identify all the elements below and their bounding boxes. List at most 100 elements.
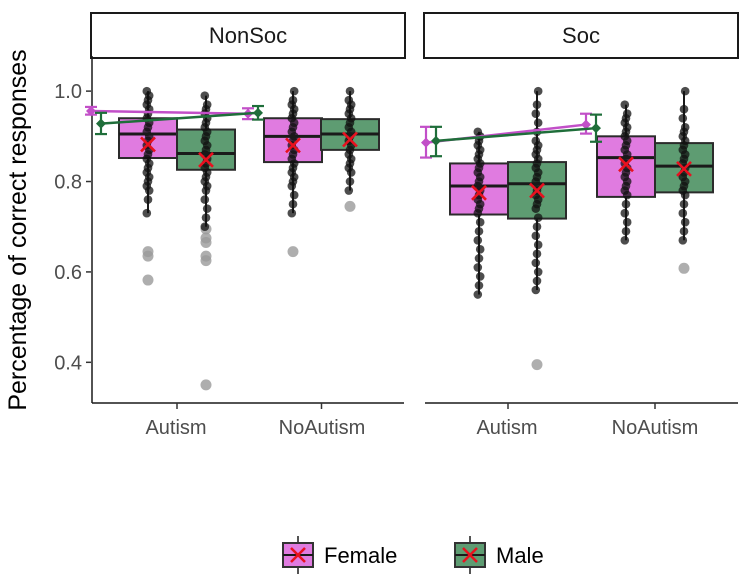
y-tick-label: 1.0 bbox=[54, 81, 82, 103]
mean-marker bbox=[676, 160, 692, 177]
data-point bbox=[680, 122, 690, 132]
legend-key-male bbox=[454, 536, 486, 574]
error-bar bbox=[95, 111, 107, 136]
data-point bbox=[143, 195, 153, 204]
data-point bbox=[287, 208, 297, 218]
data-point bbox=[680, 86, 690, 96]
data-point bbox=[531, 231, 541, 241]
data-point bbox=[533, 118, 543, 128]
mean-marker bbox=[529, 182, 545, 199]
data-point bbox=[475, 245, 485, 254]
facet-strip-soc bbox=[423, 12, 739, 59]
data-point bbox=[473, 263, 483, 272]
mean-marker bbox=[140, 136, 156, 153]
mean-marker bbox=[198, 151, 214, 168]
legend-key-female bbox=[282, 536, 314, 574]
data-point bbox=[201, 213, 211, 222]
data-point bbox=[533, 267, 543, 277]
error-bar bbox=[430, 125, 442, 158]
outlier-point bbox=[142, 250, 154, 262]
data-point bbox=[531, 285, 541, 295]
box-noautism-male bbox=[654, 86, 714, 274]
y-tick-label: 0.4 bbox=[54, 352, 82, 374]
data-point bbox=[345, 177, 355, 186]
data-point bbox=[533, 240, 543, 250]
error-bar bbox=[420, 125, 432, 159]
box-autism-female bbox=[449, 127, 509, 299]
data-point bbox=[142, 208, 152, 218]
data-point bbox=[200, 195, 210, 204]
data-point bbox=[678, 208, 688, 218]
data-point bbox=[532, 222, 542, 232]
outlier-point bbox=[531, 359, 543, 371]
facet-nonsoc: NonSoc bbox=[85, 12, 406, 409]
data-point bbox=[344, 95, 354, 105]
data-point bbox=[531, 258, 541, 268]
x-tick-nonsoc-autism: Autism bbox=[145, 417, 206, 439]
x-tick-soc-autism: Autism bbox=[476, 417, 537, 439]
data-point bbox=[533, 213, 543, 222]
data-point bbox=[678, 113, 688, 123]
x-tick-soc-noautism: NoAutism bbox=[612, 417, 699, 439]
mean-point bbox=[253, 107, 263, 118]
data-point bbox=[474, 254, 484, 263]
data-point bbox=[473, 127, 483, 137]
data-point bbox=[200, 91, 210, 100]
legend-label-female: Female bbox=[324, 543, 397, 568]
data-point bbox=[142, 86, 152, 96]
data-point bbox=[620, 100, 630, 109]
mean-trend-line bbox=[90, 109, 249, 115]
mean-line-male bbox=[430, 113, 602, 158]
data-point bbox=[344, 186, 354, 195]
legend-label-male: Male bbox=[496, 543, 544, 568]
data-point bbox=[474, 226, 484, 236]
box-noautism-female bbox=[596, 100, 656, 245]
data-point bbox=[621, 226, 631, 236]
data-point bbox=[345, 86, 355, 96]
legend-mean-marker-female bbox=[290, 547, 306, 563]
outlier-point bbox=[287, 246, 299, 258]
data-point bbox=[621, 199, 631, 209]
mean-line-female bbox=[85, 105, 254, 121]
error-bar bbox=[252, 104, 264, 121]
y-tick-label: 0.8 bbox=[54, 172, 82, 194]
mean-point bbox=[581, 119, 591, 130]
data-point bbox=[532, 100, 542, 109]
mean-point bbox=[96, 118, 106, 129]
mean-trend-line bbox=[435, 126, 597, 143]
data-point bbox=[473, 290, 483, 299]
box-autism-male bbox=[507, 86, 567, 371]
data-point bbox=[622, 217, 632, 227]
data-point bbox=[475, 217, 485, 227]
error-bar bbox=[580, 112, 592, 135]
data-point bbox=[202, 100, 212, 109]
facet-label-nonsoc: NonSoc bbox=[209, 23, 287, 48]
mean-point bbox=[591, 123, 601, 134]
error-bar bbox=[85, 105, 97, 117]
data-point bbox=[288, 95, 298, 105]
mean-point bbox=[86, 106, 96, 117]
outlier-point bbox=[200, 379, 212, 391]
data-point bbox=[532, 276, 542, 286]
data-point bbox=[531, 109, 541, 119]
data-point bbox=[531, 136, 541, 146]
data-point bbox=[200, 222, 210, 232]
outlier-point bbox=[344, 200, 356, 212]
data-point bbox=[288, 199, 298, 209]
data-point bbox=[532, 249, 542, 259]
data-point bbox=[202, 204, 212, 213]
data-point bbox=[680, 217, 690, 227]
data-point bbox=[533, 86, 543, 96]
mean-marker bbox=[618, 156, 634, 173]
y-tick-label: 0.6 bbox=[54, 262, 82, 284]
facet-soc: Soc bbox=[420, 12, 739, 409]
box-autism-male bbox=[176, 91, 236, 391]
facet-strip-nonsoc bbox=[90, 12, 406, 59]
mean-marker bbox=[285, 137, 301, 154]
error-bar bbox=[590, 113, 602, 143]
mean-trend-line bbox=[100, 111, 259, 125]
x-tick-nonsoc-noautism: NoAutism bbox=[279, 417, 366, 439]
data-point bbox=[475, 272, 485, 281]
data-point bbox=[473, 235, 483, 245]
